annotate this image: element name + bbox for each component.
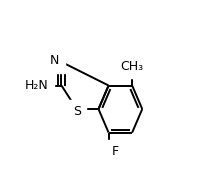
Text: S: S [73,105,81,118]
Text: N: N [50,54,59,67]
Text: H₂N: H₂N [24,79,48,92]
Text: F: F [112,146,119,159]
Text: CH₃: CH₃ [121,60,144,73]
